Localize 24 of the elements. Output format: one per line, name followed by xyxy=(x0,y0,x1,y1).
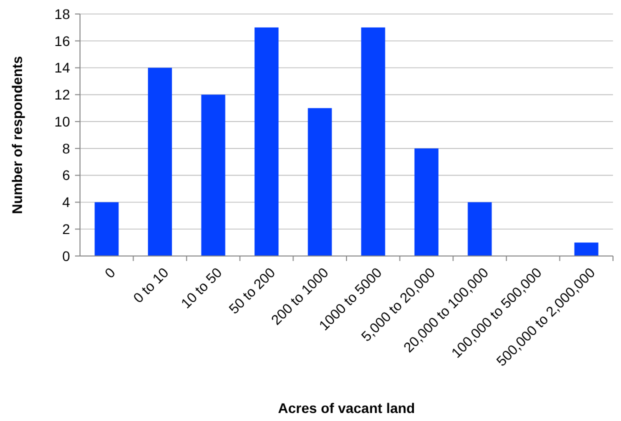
y-axis-title: Number of respondents xyxy=(9,56,25,214)
y-tick-label: 6 xyxy=(62,167,70,184)
y-tick-label: 16 xyxy=(54,32,70,49)
y-tick-label: 10 xyxy=(54,113,70,130)
bar xyxy=(414,148,438,256)
y-tick-label: 4 xyxy=(62,194,70,210)
x-axis-title: Acres of vacant land xyxy=(278,400,415,416)
y-tick-label: 8 xyxy=(62,140,70,156)
bar xyxy=(148,68,172,256)
bar xyxy=(574,242,598,256)
y-tick-label: 0 xyxy=(62,248,70,264)
bar xyxy=(94,202,119,256)
y-tick-label: 12 xyxy=(54,86,70,103)
y-tick-label: 2 xyxy=(62,221,70,238)
bar xyxy=(361,27,386,256)
x-tick-label: 0 xyxy=(101,264,118,282)
bar xyxy=(254,27,279,256)
bar xyxy=(308,108,332,256)
y-tick-label: 14 xyxy=(54,60,70,76)
bar xyxy=(468,202,492,256)
x-tick-label: 10 to 50 xyxy=(178,264,225,312)
bar xyxy=(201,94,226,256)
y-tick-label: 18 xyxy=(54,6,70,22)
x-tick-label: 0 to 10 xyxy=(130,264,172,306)
